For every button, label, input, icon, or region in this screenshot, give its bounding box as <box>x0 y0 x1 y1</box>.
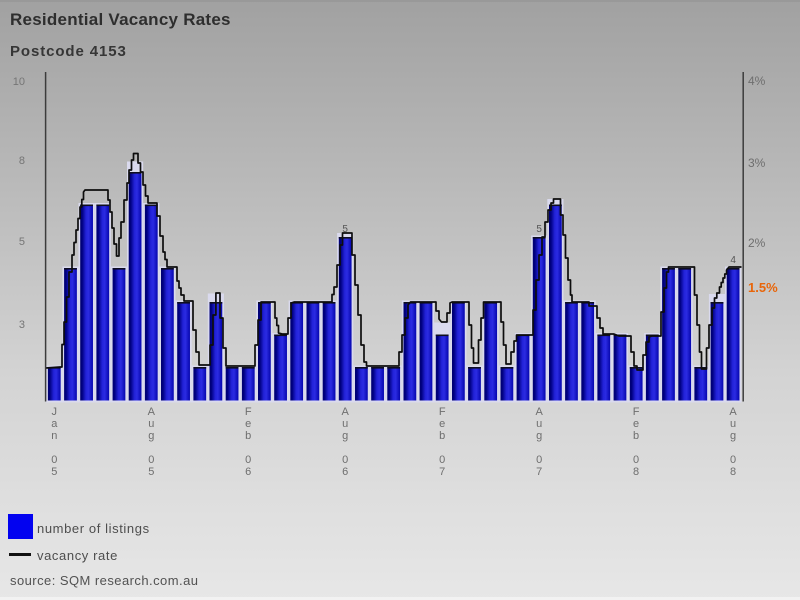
svg-text:8: 8 <box>730 466 736 478</box>
svg-text:7: 7 <box>439 466 445 478</box>
svg-text:6: 6 <box>342 466 348 478</box>
svg-text:0: 0 <box>245 454 251 466</box>
svg-text:u: u <box>148 418 154 430</box>
svg-text:F: F <box>245 406 252 418</box>
svg-text:0: 0 <box>730 454 736 466</box>
svg-text:b: b <box>245 430 251 442</box>
svg-text:u: u <box>536 418 542 430</box>
svg-text:0: 0 <box>633 454 639 466</box>
svg-text:2%: 2% <box>748 236 766 250</box>
svg-text:5: 5 <box>19 236 25 248</box>
svg-text:e: e <box>245 418 251 430</box>
svg-text:A: A <box>148 406 156 418</box>
svg-text:5: 5 <box>342 224 348 235</box>
svg-text:g: g <box>148 430 154 442</box>
svg-text:7: 7 <box>536 466 542 478</box>
svg-text:g: g <box>730 430 736 442</box>
svg-text:8: 8 <box>633 466 639 478</box>
svg-text:F: F <box>633 406 640 418</box>
svg-text:b: b <box>439 430 445 442</box>
svg-text:A: A <box>729 406 737 418</box>
svg-text:0: 0 <box>51 454 57 466</box>
svg-text:5: 5 <box>51 466 57 478</box>
svg-text:0: 0 <box>148 454 154 466</box>
svg-text:6: 6 <box>245 466 251 478</box>
svg-text:F: F <box>439 406 446 418</box>
svg-text:e: e <box>633 418 639 430</box>
svg-text:8: 8 <box>19 155 25 167</box>
svg-text:5: 5 <box>536 224 542 235</box>
svg-text:4: 4 <box>730 255 736 266</box>
svg-text:3: 3 <box>19 319 25 331</box>
svg-text:3%: 3% <box>748 156 766 170</box>
svg-text:g: g <box>536 430 542 442</box>
svg-text:u: u <box>730 418 736 430</box>
svg-text:0: 0 <box>536 454 542 466</box>
svg-text:a: a <box>51 418 58 430</box>
svg-text:1.5%: 1.5% <box>748 280 778 295</box>
svg-text:J: J <box>52 406 58 418</box>
svg-text:4%: 4% <box>748 74 766 88</box>
svg-text:e: e <box>439 418 445 430</box>
svg-text:b: b <box>633 430 639 442</box>
svg-text:A: A <box>342 406 350 418</box>
svg-text:0: 0 <box>342 454 348 466</box>
svg-text:u: u <box>342 418 348 430</box>
svg-text:A: A <box>536 406 544 418</box>
svg-text:5: 5 <box>148 466 154 478</box>
svg-text:0: 0 <box>439 454 445 466</box>
svg-text:10: 10 <box>13 76 25 88</box>
svg-text:g: g <box>342 430 348 442</box>
svg-text:n: n <box>51 430 57 442</box>
